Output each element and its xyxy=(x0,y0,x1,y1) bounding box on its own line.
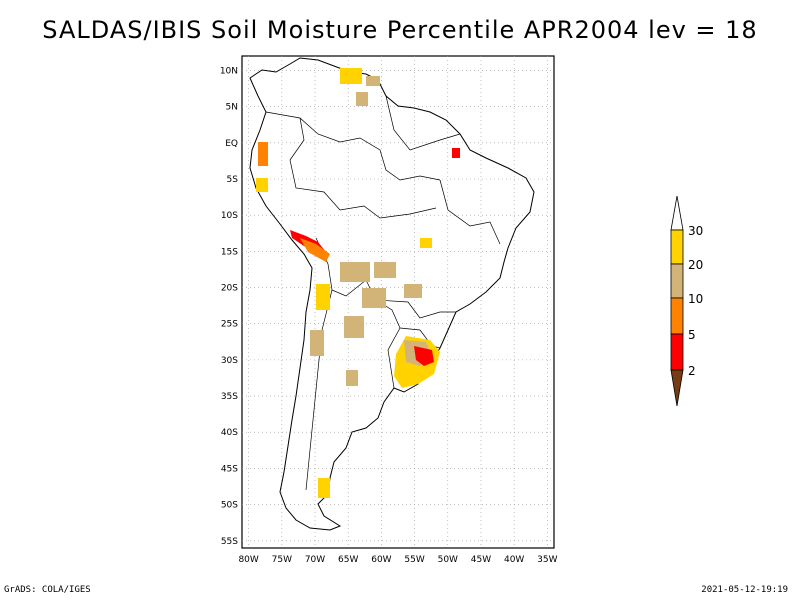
patch xyxy=(346,370,358,386)
latitude-tick-label: 10S xyxy=(221,211,238,221)
patch xyxy=(340,262,370,282)
patch xyxy=(414,346,434,366)
legend-label: 10 xyxy=(688,292,703,306)
legend-swatch-5-10 xyxy=(670,297,684,335)
patch xyxy=(300,238,330,262)
patch xyxy=(344,316,364,338)
legend-colorbar: 30 20 10 5 2 xyxy=(670,195,703,407)
map-frame xyxy=(241,55,555,549)
patch xyxy=(366,76,380,86)
latitude-tick-label: 30S xyxy=(221,356,238,366)
patch xyxy=(374,262,396,278)
patch xyxy=(362,288,386,308)
latitude-tick-label: 5S xyxy=(227,175,239,185)
legend-swatch-2-5 xyxy=(670,333,684,371)
legend-swatch-10-20 xyxy=(670,263,684,299)
longitude-labels: 80W 75W 70W 65W 60W 55W 50W 45W 40W 35W xyxy=(238,555,557,565)
longitude-tick-label: 65W xyxy=(338,555,358,565)
patch xyxy=(316,284,330,310)
longitude-tick-label: 80W xyxy=(238,555,258,565)
patch xyxy=(256,178,268,192)
map-grid xyxy=(242,56,554,548)
latitude-tick-label: 5N xyxy=(226,103,238,113)
latitude-tick-label: 50S xyxy=(221,501,238,511)
south-america-coastline xyxy=(249,57,535,531)
patch xyxy=(310,330,324,356)
latitude-tick-label: 35S xyxy=(221,392,238,402)
longitude-tick-label: 35W xyxy=(537,555,557,565)
legend-swatch-below-2 xyxy=(670,369,684,407)
latitude-tick-label: 20S xyxy=(221,284,238,294)
legend-swatch-20-30 xyxy=(670,229,684,265)
latitude-tick-label: 55S xyxy=(221,537,238,547)
latitude-tick-label: 40S xyxy=(221,428,238,438)
latitude-labels: 10N 5N EQ 5S 10S 15S 20S 25S 30S 35S 40S 45S 50S 55S xyxy=(220,66,238,546)
soil-moisture-patches xyxy=(256,68,460,498)
legend-swatch-above-30 xyxy=(670,195,684,231)
patch xyxy=(452,148,460,158)
longitude-tick-label: 45W xyxy=(471,555,491,565)
latitude-tick-label: 15S xyxy=(221,247,238,257)
patch xyxy=(340,68,362,84)
latitude-tick-label: 45S xyxy=(221,464,238,474)
patch xyxy=(258,142,268,166)
footer-credit: GrADS: COLA/IGES xyxy=(4,585,91,595)
patch xyxy=(404,284,422,298)
legend-label: 30 xyxy=(688,224,703,238)
footer-timestamp: 2021-05-12-19:19 xyxy=(701,585,788,595)
legend-label: 2 xyxy=(688,364,696,378)
longitude-tick-label: 55W xyxy=(404,555,424,565)
patch xyxy=(420,238,432,248)
latitude-tick-label: 10N xyxy=(220,66,238,76)
country-borders xyxy=(265,95,501,491)
longitude-tick-label: 40W xyxy=(504,555,524,565)
longitude-tick-label: 50W xyxy=(438,555,458,565)
longitude-tick-label: 60W xyxy=(371,555,391,565)
longitude-tick-label: 75W xyxy=(272,555,292,565)
patch xyxy=(318,478,330,498)
legend-label: 5 xyxy=(688,328,696,342)
latitude-tick-label: EQ xyxy=(225,139,238,149)
legend-label: 20 xyxy=(688,258,703,272)
longitude-tick-label: 70W xyxy=(305,555,325,565)
patch xyxy=(356,92,368,106)
latitude-tick-label: 25S xyxy=(221,320,238,330)
chart-title: SALDAS/IBIS Soil Moisture Percentile APR… xyxy=(42,16,758,44)
